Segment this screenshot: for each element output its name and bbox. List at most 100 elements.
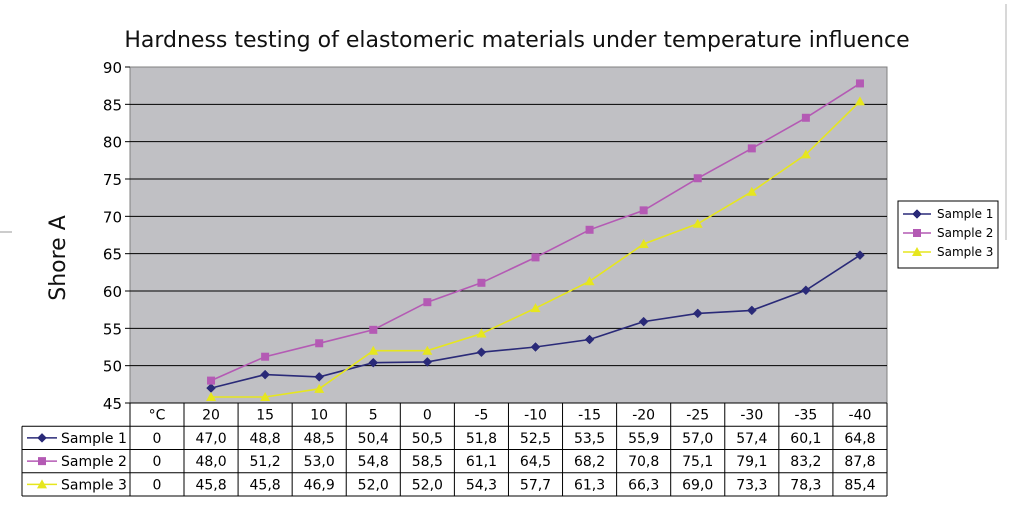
y-tick-label: 65: [103, 246, 122, 264]
y-tick-label: 50: [103, 358, 122, 376]
data-point: [260, 369, 270, 380]
table-cell: 75,1: [682, 454, 713, 470]
data-point: [476, 347, 487, 358]
grid-lines: [130, 103, 887, 367]
legend-label: Sample 3: [937, 245, 993, 259]
y-axis-ticks: 90 85 80 75 70 65 60 55 50 45: [103, 59, 130, 413]
table-cell: 46,9: [304, 477, 335, 493]
data-point: [314, 383, 325, 393]
table-cell: 54,8: [358, 454, 389, 470]
table-header-cell: 5: [369, 408, 378, 424]
data-point: [531, 253, 540, 262]
data-point: [746, 186, 757, 196]
table-cell: 53,5: [574, 431, 605, 447]
data-point: [206, 392, 217, 402]
y-tick-label: 85: [103, 96, 122, 114]
data-point: [801, 113, 810, 122]
table-cell: 57,4: [736, 431, 767, 447]
table-cell: 61,3: [574, 477, 605, 493]
legend-label: Sample 2: [937, 226, 993, 240]
table-cell: 53,0: [304, 454, 335, 470]
data-point: [369, 325, 378, 334]
table-header-cell: -10: [524, 408, 547, 424]
table-cell: 70,8: [628, 454, 659, 470]
data-point: [422, 345, 433, 355]
y-tick-label: 75: [103, 171, 122, 189]
table-cell: 57,0: [682, 431, 713, 447]
series-3: [206, 96, 865, 402]
data-point: [584, 334, 595, 345]
table-cell: 68,2: [574, 454, 605, 470]
data-point: [747, 144, 756, 153]
table-cell: 52,0: [412, 477, 443, 493]
y-tick-label: 45: [103, 395, 122, 413]
table-header-cell: 20: [202, 408, 220, 424]
table-cell: 73,3: [736, 477, 767, 493]
table-header-cell: -5: [474, 408, 488, 424]
table-row-label: Sample 3: [61, 477, 127, 493]
table-row-label: Sample 1: [61, 431, 127, 447]
table-cell: 0: [153, 431, 162, 447]
series-lines: [206, 79, 865, 402]
table-cell: 54,3: [466, 477, 497, 493]
table-cell: 0: [153, 477, 162, 493]
series-2: [207, 79, 864, 385]
table-legend-marker: [38, 457, 46, 466]
data-point: [693, 174, 702, 183]
data-point: [477, 278, 486, 287]
table-cell: 48,8: [250, 431, 281, 447]
data-point: [585, 225, 594, 234]
table-cell: 64,8: [844, 431, 875, 447]
table-header-cell: -35: [794, 408, 817, 424]
table-cell: 50,5: [412, 431, 443, 447]
data-point: [530, 342, 541, 352]
data-point: [368, 357, 379, 368]
table-cell: 55,9: [628, 431, 659, 447]
table-legend-marker: [37, 479, 47, 489]
table-cell: 50,4: [358, 431, 389, 447]
data-point: [855, 250, 865, 261]
table-cell: 66,3: [628, 477, 659, 493]
table-cell: 45,8: [250, 477, 281, 493]
y-tick-label: 80: [103, 134, 122, 152]
table-cell: 87,8: [844, 454, 875, 470]
table-header-cell: -30: [740, 408, 763, 424]
data-point: [692, 218, 703, 228]
table-row-label: Sample 2: [61, 454, 127, 470]
legend-entry: Sample 3: [903, 245, 993, 259]
y-tick-label: 90: [103, 59, 122, 77]
data-point: [314, 372, 325, 382]
data-point: [584, 276, 595, 286]
data-point: [854, 96, 865, 106]
table-cell: 51,8: [466, 431, 497, 447]
data-point: [315, 339, 324, 348]
data-point: [530, 303, 541, 313]
data-point: [423, 298, 432, 307]
table-cell: 58,5: [412, 454, 443, 470]
table-cell: 52,0: [358, 477, 389, 493]
y-tick-label: 70: [103, 208, 122, 226]
table-cell: 78,3: [790, 477, 821, 493]
table-legend-marker: [37, 433, 47, 443]
legend: Sample 1 Sample 2 Sample 3: [897, 200, 999, 269]
y-tick-label: 60: [103, 283, 122, 301]
data-point: [638, 238, 649, 248]
table-header-cell: -25: [686, 408, 709, 424]
table-header-cell: 15: [256, 408, 274, 424]
series-1: [206, 250, 865, 393]
data-point: [261, 352, 270, 361]
table-cell: 47,0: [195, 431, 226, 447]
table-header-cell: 10: [310, 408, 328, 424]
legend-marker: [913, 229, 921, 237]
table-header-cell: -40: [849, 408, 872, 424]
data-point: [638, 316, 649, 327]
data-point: [855, 79, 864, 88]
table-cell: 79,1: [736, 454, 767, 470]
data-point: [746, 305, 757, 316]
table-cell: 48,0: [195, 454, 226, 470]
y-axis-label: Shore A: [46, 215, 71, 301]
table-cell: 57,7: [520, 477, 551, 493]
table-header-cell: -20: [632, 408, 655, 424]
table-cell: 61,1: [466, 454, 497, 470]
table-cell: 60,1: [790, 431, 821, 447]
